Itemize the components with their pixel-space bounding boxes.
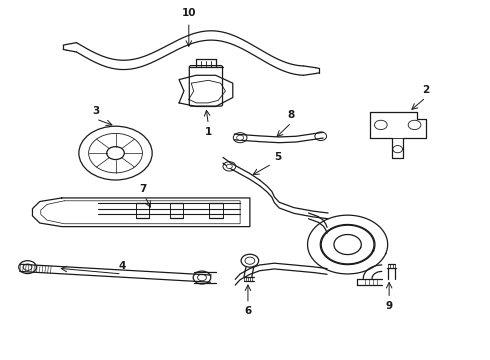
Text: 10: 10 xyxy=(182,8,196,18)
Text: 8: 8 xyxy=(288,110,295,120)
Text: 2: 2 xyxy=(422,85,429,95)
Circle shape xyxy=(226,164,232,168)
FancyBboxPatch shape xyxy=(189,66,222,106)
Text: 9: 9 xyxy=(386,301,392,311)
Text: 4: 4 xyxy=(118,261,125,271)
Text: 5: 5 xyxy=(274,152,282,162)
Text: 7: 7 xyxy=(140,184,147,194)
Circle shape xyxy=(237,135,244,140)
Text: 3: 3 xyxy=(92,106,99,116)
Text: 6: 6 xyxy=(245,306,251,316)
Text: 1: 1 xyxy=(205,127,212,137)
